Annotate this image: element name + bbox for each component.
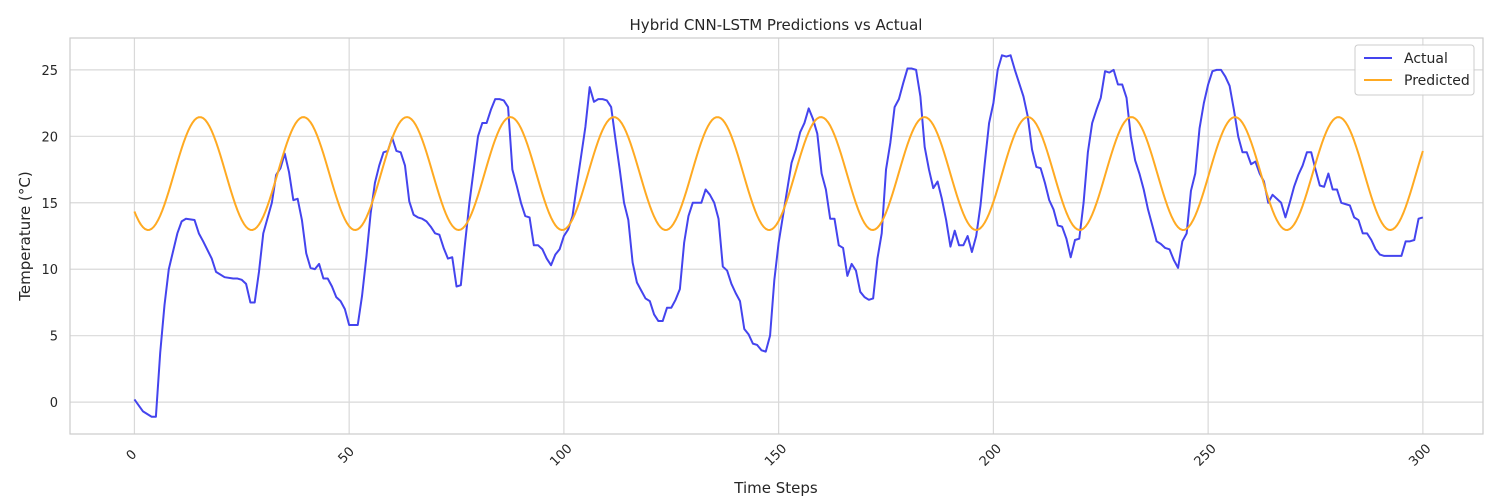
legend: Actual Predicted [1354, 44, 1475, 96]
series-layer [133, 54, 1424, 418]
x-axis-label: Time Steps [733, 479, 818, 497]
series-predicted-line [133, 116, 1424, 232]
y-tick-label: 15 [41, 197, 58, 212]
grid [70, 38, 1483, 434]
y-tick-label: 25 [41, 64, 58, 79]
legend-label-predicted: Predicted [1404, 73, 1470, 89]
series-actual-line [133, 54, 1424, 418]
plot-frame [69, 37, 1484, 435]
legend-label-actual: Actual [1404, 51, 1448, 67]
y-tick-label: 20 [41, 130, 58, 145]
y-axis-label: Temperature (°C) [16, 171, 34, 301]
y-axis-ticks: 0 5 10 15 20 25 [41, 64, 58, 411]
y-tick-label: 5 [50, 330, 58, 345]
y-tick-label: 10 [41, 263, 58, 278]
y-tick-label: 0 [50, 396, 58, 411]
chart-title: Hybrid CNN-LSTM Predictions vs Actual [630, 16, 923, 34]
